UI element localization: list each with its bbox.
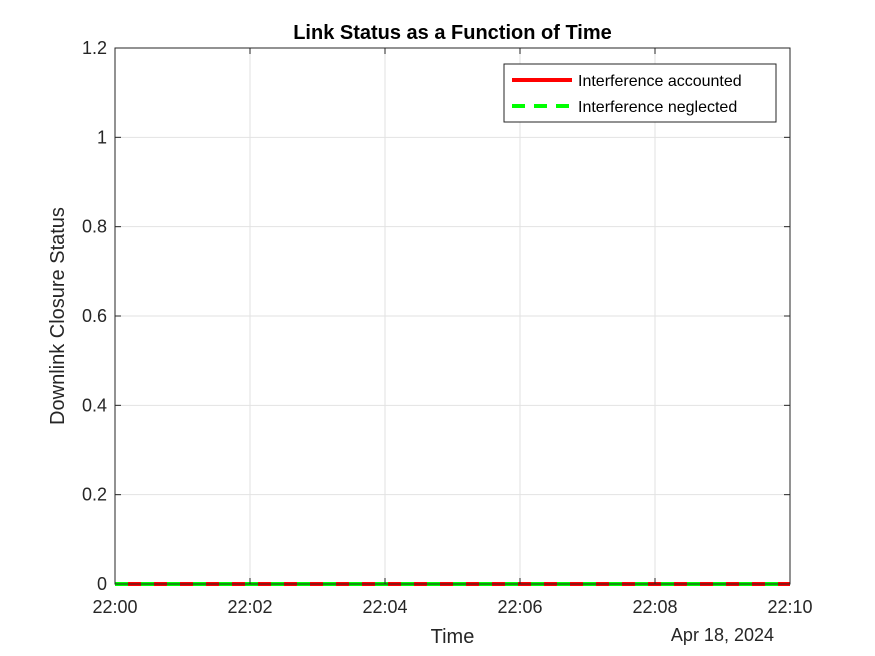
y-axis-label: Downlink Closure Status — [47, 207, 69, 425]
y-tick-label: 0 — [97, 574, 107, 594]
x-axis-label: Time — [431, 626, 475, 648]
x-tick-label: 22:08 — [632, 597, 677, 617]
legend-label-1: Interference accounted — [578, 73, 742, 90]
y-tick-label: 1.2 — [82, 38, 107, 58]
legend-box — [503, 63, 777, 123]
y-tick-label: 1 — [97, 127, 107, 147]
x-axis-date-label: Apr 18, 2024 — [671, 625, 774, 645]
y-tick-label: 0.2 — [82, 485, 107, 505]
legend: Interference accounted Interference negle… — [503, 63, 777, 123]
y-tick-label: 0.4 — [82, 395, 107, 415]
x-tick-label: 22:06 — [497, 597, 542, 617]
legend-label-2: Interference neglected — [578, 99, 737, 116]
x-tick-label: 22:00 — [92, 597, 137, 617]
y-tick-label: 0.6 — [82, 306, 107, 326]
x-tick-label: 22:02 — [227, 597, 272, 617]
y-tick-label: 0.8 — [82, 217, 107, 237]
x-tick-label: 22:10 — [767, 597, 812, 617]
x-tick-label: 22:04 — [362, 597, 407, 617]
ticks: 22:00 22:02 22:04 22:06 22:08 22:10 0 0.2 0.4 0.6… — [82, 38, 813, 617]
chart-title: Link Status as a Function of Time — [293, 22, 612, 44]
